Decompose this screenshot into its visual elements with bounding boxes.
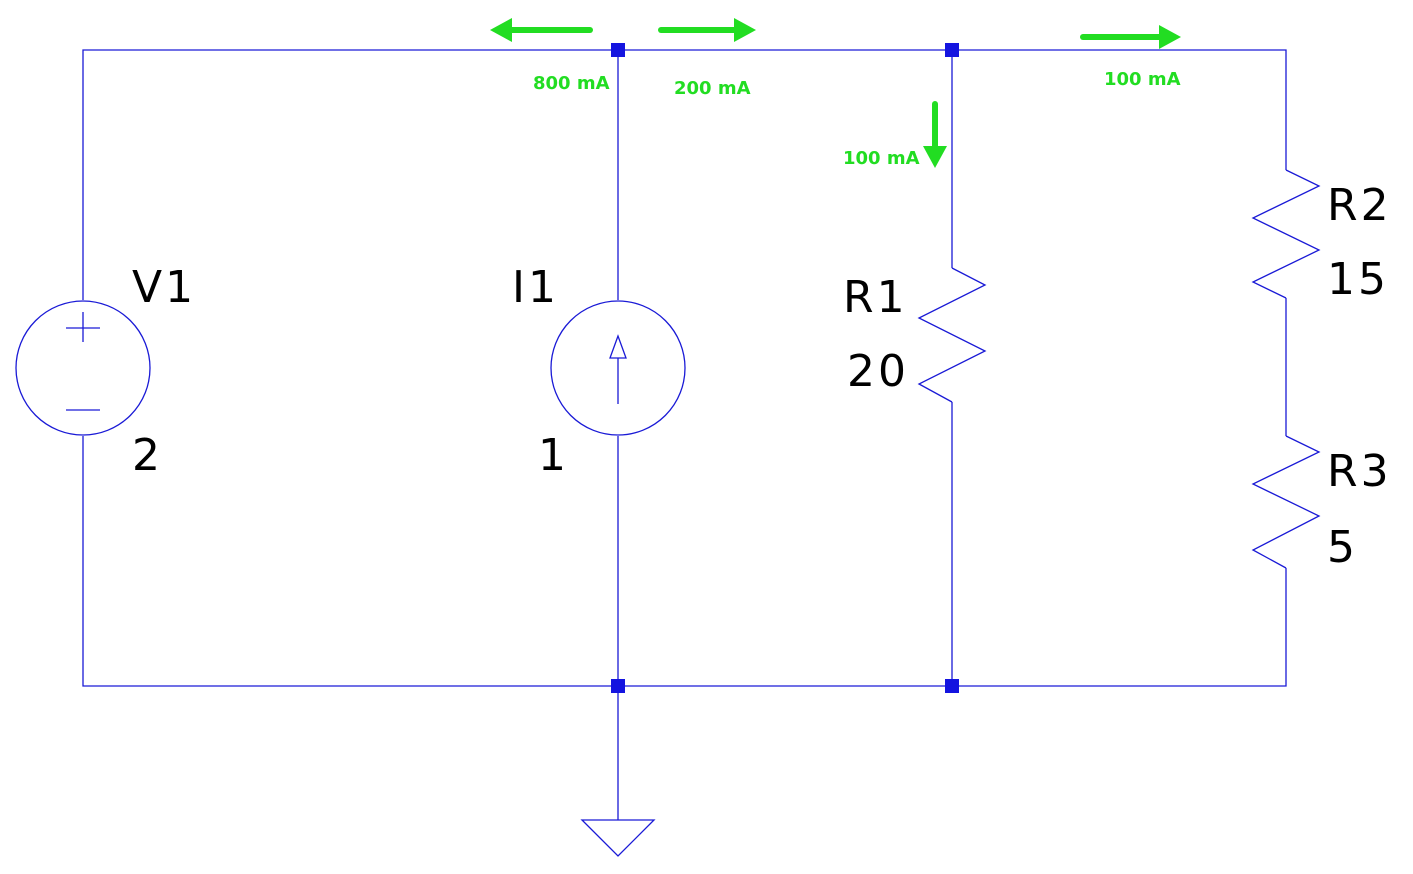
resistor-r2[interactable] xyxy=(1251,169,1321,299)
current-arrow-down-r1 xyxy=(923,101,947,168)
resistor-r1[interactable] xyxy=(917,267,987,403)
voltage-source-v1[interactable] xyxy=(15,300,151,436)
r2-value-label: 15 xyxy=(1327,254,1389,305)
r1-value-label: 20 xyxy=(847,346,909,397)
current-label-800ma: 800 mA xyxy=(533,73,610,94)
wire-left-bottom[interactable] xyxy=(82,436,1287,687)
current-arrow-right-r2 xyxy=(1080,25,1181,49)
current-label-200ma: 200 mA xyxy=(674,78,751,99)
r3-value-label: 5 xyxy=(1327,522,1358,573)
junction-node[interactable] xyxy=(611,679,625,693)
current-arrow-right-200 xyxy=(658,18,756,42)
current-source-circle xyxy=(550,300,686,436)
resistor-r3[interactable] xyxy=(1251,435,1321,569)
v1-name-label: V1 xyxy=(132,262,196,313)
current-arrow-left xyxy=(490,18,593,42)
junction-node[interactable] xyxy=(945,43,959,57)
i1-value-label: 1 xyxy=(538,430,569,481)
arrow-left-icon xyxy=(490,18,512,42)
arrow-right-icon xyxy=(1159,25,1181,49)
current-direction-arrow-icon xyxy=(609,334,627,359)
r3-name-label: R3 xyxy=(1327,446,1392,497)
i1-name-label: I1 xyxy=(512,262,559,313)
arrow-down-icon xyxy=(923,146,947,168)
current-label-r2: 100 mA xyxy=(1104,69,1181,90)
current-label-r1: 100 mA xyxy=(843,148,920,169)
r1-name-label: R1 xyxy=(843,272,908,323)
ground-icon[interactable] xyxy=(580,819,656,857)
arrow-right-icon xyxy=(734,18,756,42)
r2-name-label: R2 xyxy=(1327,180,1392,231)
junction-node[interactable] xyxy=(945,679,959,693)
v1-value-label: 2 xyxy=(132,430,163,481)
junction-node[interactable] xyxy=(611,43,625,57)
wire-top-left[interactable] xyxy=(82,49,1287,300)
junctions xyxy=(611,43,959,693)
current-source-i1[interactable] xyxy=(550,300,686,436)
voltage-source-circle xyxy=(15,300,151,436)
wires xyxy=(82,49,1287,820)
